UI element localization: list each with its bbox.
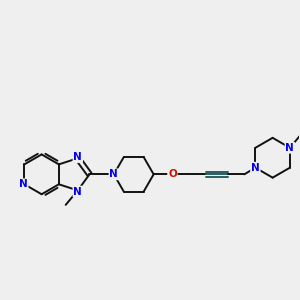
Text: O: O	[168, 169, 177, 179]
Text: N: N	[74, 152, 82, 162]
Text: N: N	[74, 187, 82, 196]
Text: N: N	[251, 163, 260, 173]
Text: N: N	[286, 143, 294, 153]
Text: N: N	[19, 179, 28, 189]
Text: N: N	[110, 169, 118, 179]
